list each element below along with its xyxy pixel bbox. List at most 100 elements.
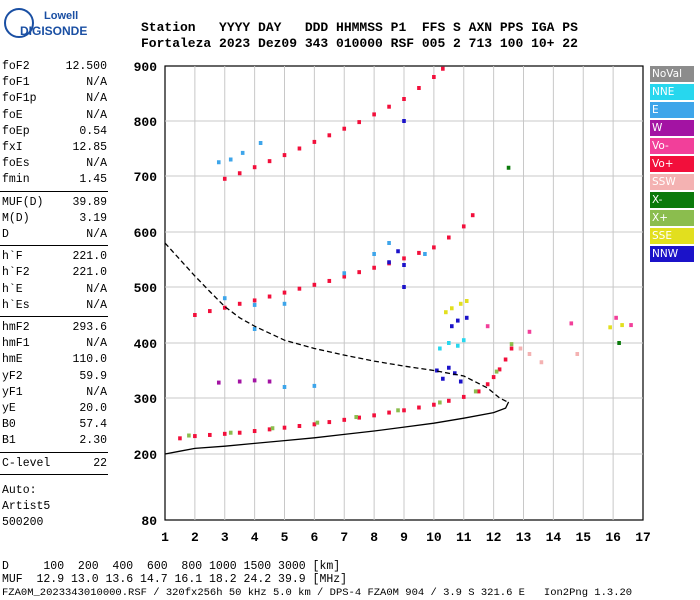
data-point	[297, 424, 302, 428]
logo-top-text: Lowell	[44, 10, 79, 22]
param-name: foF1	[2, 76, 30, 90]
param-name: foF1p	[2, 92, 37, 106]
param-row: foF2 12.500	[2, 60, 107, 76]
param-value: 293.6	[72, 321, 107, 334]
logo-bottom-text: DIGISONDE	[20, 24, 88, 38]
data-point	[258, 141, 263, 145]
param-row: foEp 0.54	[2, 125, 107, 141]
data-point	[450, 306, 454, 311]
data-point	[396, 249, 400, 254]
data-point	[312, 139, 317, 144]
data-point	[357, 270, 361, 275]
data-point	[473, 389, 478, 394]
data-point	[297, 286, 302, 291]
param-row: h`Es N/A	[2, 299, 107, 315]
param-row: hmF1 N/A	[2, 337, 107, 353]
data-point	[372, 112, 376, 117]
data-point	[312, 282, 317, 287]
data-point	[327, 133, 332, 138]
param-value: N/A	[86, 298, 107, 312]
data-point	[447, 365, 451, 370]
data-point	[464, 299, 469, 303]
data-point	[252, 429, 257, 434]
legend-item: SSW	[650, 174, 694, 190]
data-point	[252, 165, 257, 170]
data-point	[461, 394, 466, 399]
data-point	[282, 385, 287, 389]
data-point	[222, 296, 227, 301]
data-point	[452, 371, 457, 376]
data-point	[237, 171, 242, 176]
x-tick-label: 3	[221, 530, 229, 545]
data-point	[402, 119, 406, 123]
data-point	[447, 341, 451, 345]
data-point	[193, 313, 197, 317]
param-name: hmE	[2, 353, 23, 367]
x-tick-label: 9	[400, 530, 408, 545]
param-name: h`F	[2, 250, 23, 264]
data-point	[187, 433, 191, 438]
data-point	[208, 309, 212, 314]
data-point	[208, 432, 212, 437]
data-point	[357, 120, 361, 125]
data-point	[402, 97, 406, 101]
data-point	[240, 150, 245, 155]
x-tick-label: 4	[251, 530, 259, 545]
data-point	[222, 176, 227, 181]
data-point	[438, 400, 442, 405]
data-point	[222, 431, 227, 436]
separator	[0, 245, 108, 247]
data-point	[282, 425, 287, 430]
data-point	[450, 324, 454, 329]
param-value: N/A	[86, 157, 107, 171]
legend-item: NNE	[650, 84, 694, 100]
data-point	[569, 321, 574, 326]
param-value: 221.0	[72, 266, 107, 280]
data-point	[494, 369, 499, 374]
param-name: foF2	[2, 60, 30, 73]
data-point	[372, 252, 376, 256]
param-value: N/A	[86, 76, 107, 90]
param-row: foF1 N/A	[2, 76, 107, 92]
data-point	[178, 436, 182, 441]
file-info: FZA0M_2023343010000.RSF / 320fx256h 50 k…	[2, 587, 633, 599]
param-row: fxI 12.85	[2, 141, 107, 157]
data-point	[372, 413, 376, 418]
y-tick-label: 900	[134, 60, 158, 75]
data-point	[252, 298, 257, 303]
data-point	[312, 383, 317, 388]
param-name: C-level	[2, 456, 51, 470]
param-value: 20.0	[79, 402, 107, 415]
data-point	[270, 426, 275, 431]
x-tick-label: 11	[456, 530, 472, 545]
param-row: h`F2 221.0	[2, 266, 107, 282]
data-point	[354, 415, 358, 420]
param-name: h`E	[2, 282, 23, 296]
param-value: N/A	[86, 108, 107, 122]
data-point	[402, 408, 406, 413]
param-row: B1 2.30	[2, 434, 107, 450]
data-point	[432, 402, 436, 407]
param-name: B0	[2, 418, 16, 432]
param-name: hmF1	[2, 337, 30, 351]
param-name: foE	[2, 108, 23, 122]
param-row: yE 20.0	[2, 402, 107, 418]
data-point	[396, 408, 400, 413]
data-point	[509, 342, 514, 347]
data-point	[470, 213, 475, 218]
param-name: hmF2	[2, 321, 30, 334]
data-point	[527, 329, 532, 334]
data-point	[539, 360, 544, 365]
data-point	[527, 352, 532, 356]
data-point	[342, 126, 347, 131]
x-tick-label: 12	[486, 530, 502, 545]
y-tick-label: 800	[134, 115, 158, 130]
data-point	[387, 260, 391, 265]
data-point	[432, 245, 436, 250]
data-point	[447, 398, 451, 403]
data-point	[342, 274, 347, 279]
param-row: hmF2 293.6	[2, 321, 107, 337]
param-name: MUF(D)	[2, 195, 44, 209]
legend-item: SSE	[650, 228, 694, 244]
